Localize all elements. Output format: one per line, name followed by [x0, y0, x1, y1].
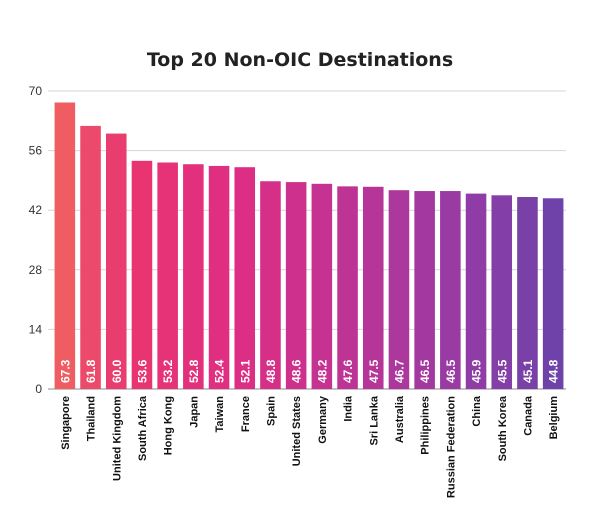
bar — [388, 190, 410, 389]
x-tick-label: Taiwan — [214, 396, 226, 433]
y-tick-label: 42 — [29, 203, 43, 217]
bar — [414, 191, 435, 389]
bar — [491, 195, 513, 389]
x-tick-label: Germany — [317, 395, 329, 444]
bar — [517, 197, 538, 389]
bar-value-label: 48.2 — [315, 359, 329, 383]
bar-value-label: 60.0 — [110, 359, 124, 383]
x-tick-label: Canada — [522, 395, 534, 436]
bar-value-label: 44.8 — [547, 359, 561, 383]
bar-value-label: 52.4 — [213, 359, 227, 383]
bar-value-label: 45.5 — [495, 359, 509, 383]
bar — [183, 164, 204, 389]
x-tick-label: Australia — [394, 395, 406, 443]
y-axis-ticks: 0 14 28 42 56 70 — [29, 84, 43, 396]
y-tick-label: 28 — [29, 263, 43, 277]
bar — [131, 160, 153, 389]
bar-value-label: 61.8 — [84, 359, 98, 383]
bar — [105, 133, 127, 389]
bar — [80, 125, 101, 389]
y-tick-label: 14 — [29, 322, 43, 336]
bar-value-label: 53.2 — [161, 359, 175, 383]
bar — [311, 183, 333, 389]
bar-value-label: 47.6 — [341, 359, 355, 383]
bar — [54, 102, 76, 389]
bar — [260, 181, 281, 389]
bar — [285, 182, 307, 389]
bars — [54, 102, 564, 389]
bar-value-label: 53.6 — [135, 359, 149, 383]
y-tick-label: 0 — [35, 382, 42, 396]
bar — [234, 167, 256, 389]
x-tick-label: Spain — [265, 396, 277, 426]
x-tick-label: China — [471, 395, 483, 426]
bar-value-label: 46.5 — [418, 359, 432, 383]
bar-value-label: 46.5 — [444, 359, 458, 383]
x-tick-label: Philippines — [420, 396, 432, 455]
x-tick-label: United States — [291, 396, 303, 466]
bar — [465, 193, 487, 389]
bar-value-label: 67.3 — [58, 359, 72, 383]
bar — [362, 186, 384, 389]
x-tick-label: South Africa — [137, 395, 149, 461]
bar-value-label: 48.8 — [264, 359, 278, 383]
bar — [208, 165, 230, 389]
x-tick-label: Japan — [188, 396, 200, 428]
y-tick-label: 56 — [29, 144, 43, 158]
bar — [337, 186, 358, 389]
x-tick-label: Thailand — [86, 396, 98, 441]
y-tick-label: 70 — [29, 84, 43, 98]
x-tick-label: Sri Lanka — [368, 395, 380, 445]
x-tick-label: United Kingdom — [111, 396, 123, 481]
x-tick-label: France — [240, 396, 252, 432]
x-tick-label: Singapore — [60, 396, 72, 450]
x-tick-label: Belgium — [548, 396, 560, 440]
bar-value-label: 48.6 — [290, 359, 304, 383]
bar-value-label: 45.9 — [470, 359, 484, 383]
x-tick-label: Hong Kong — [163, 396, 175, 455]
bar — [440, 191, 461, 389]
x-tick-label: India — [343, 395, 355, 422]
chart-title: Top 20 Non-OIC Destinations — [147, 49, 453, 71]
bar-value-label: 47.5 — [367, 359, 381, 383]
x-axis-ticks: Singapore Thailand United Kingdom South Afr… — [60, 395, 560, 498]
x-tick-label: South Korea — [497, 395, 509, 461]
x-tick-label: Russian Federation — [445, 396, 457, 498]
bar — [542, 198, 564, 389]
bar-value-label: 52.8 — [187, 359, 201, 383]
bar-value-label: 46.7 — [392, 359, 406, 383]
bar — [157, 162, 178, 389]
bar-value-label: 52.1 — [238, 359, 252, 383]
bar-value-label: 45.1 — [521, 359, 535, 383]
data-labels: 67.3 61.8 60.0 53.6 53.2 52.8 52.4 52.1 48.8 48.6… — [58, 359, 560, 383]
